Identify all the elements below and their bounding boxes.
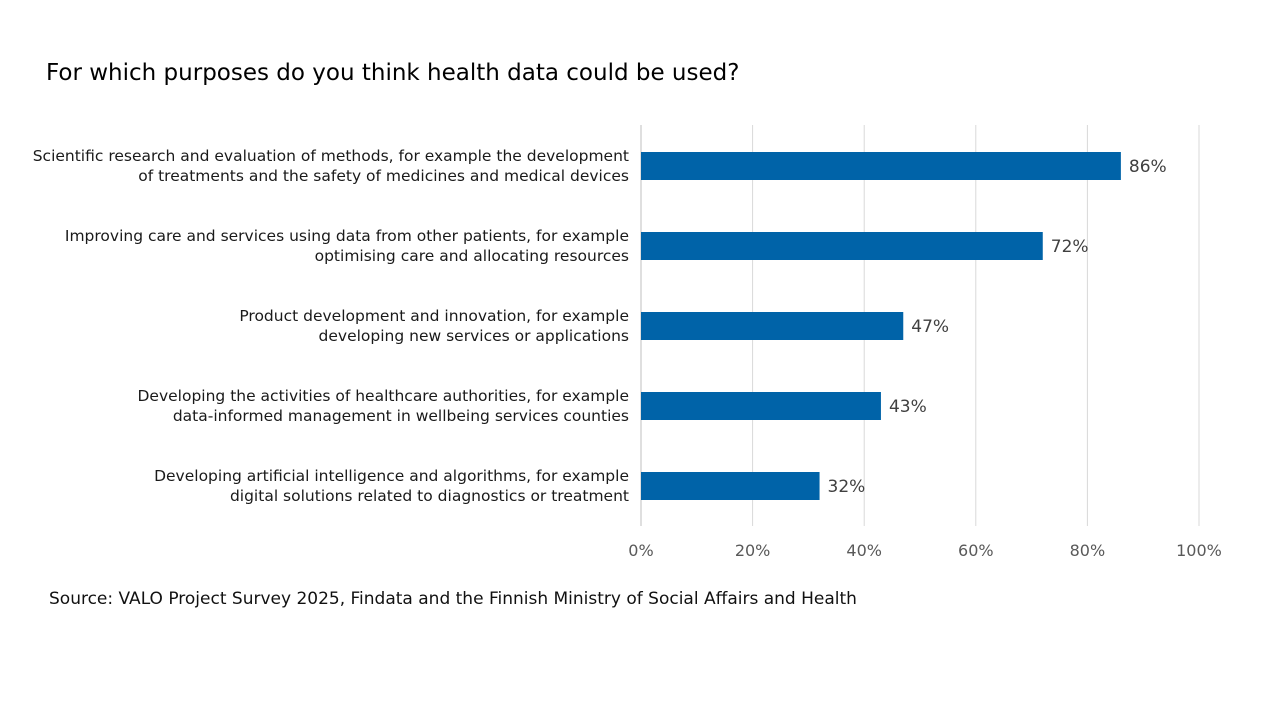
category-label: Scientific research and evaluation of me… [33,147,629,185]
category-label-line: of treatments and the safety of medicine… [138,167,629,185]
x-tick-label: 100% [1176,541,1222,560]
category-label-line: Scientific research and evaluation of me… [33,147,629,165]
bar [641,152,1121,180]
bar [641,232,1043,260]
category-label-line: data-informed management in wellbeing se… [173,407,629,425]
x-tick-label: 80% [1070,541,1106,560]
category-label-line: optimising care and allocating resources [315,247,629,265]
category-label-line: Developing the activities of healthcare … [137,387,629,405]
data-label: 43% [889,397,927,417]
data-label: 72% [1051,237,1089,257]
value-labels: 86% 72% 47% 43% 32% [828,157,1167,497]
category-label-line: developing new services or applications [319,327,629,345]
category-label: Developing the activities of healthcare … [137,387,629,425]
data-label: 47% [911,317,949,337]
x-tick-label: 0% [628,541,653,560]
category-label-line: digital solutions related to diagnostics… [230,487,629,505]
data-label: 86% [1129,157,1167,177]
category-label-line: Product development and innovation, for … [239,307,629,325]
category-label: Developing artificial intelligence and a… [154,467,629,505]
chart-title: For which purposes do you think health d… [46,60,740,86]
category-label-line: Developing artificial intelligence and a… [154,467,629,485]
category-label-line: Improving care and services using data f… [65,227,629,245]
bars [641,152,1121,500]
bar [641,392,881,420]
data-label: 32% [828,477,866,497]
category-labels: Scientific research and evaluation of me… [33,147,629,505]
bar [641,472,820,500]
x-tick-label: 60% [958,541,994,560]
category-label: Product development and innovation, for … [239,307,629,345]
x-tick-label: 40% [846,541,882,560]
category-label: Improving care and services using data f… [65,227,629,265]
bar [641,312,904,340]
source-note: Source: VALO Project Survey 2025, Findat… [49,589,857,609]
x-tick-label: 20% [735,541,771,560]
x-axis-ticks: 0% 20% 40% 60% 80% 100% [628,541,1222,560]
